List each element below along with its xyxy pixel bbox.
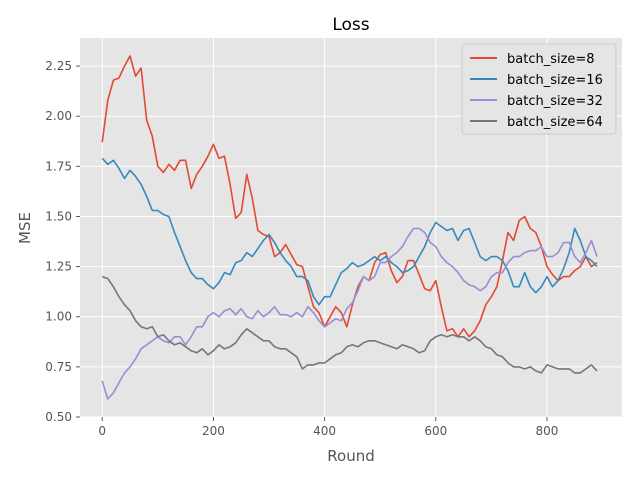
legend-items: batch_size=8 batch_size=16 batch_size=32ba… [470,52,603,130]
series-group [101,55,598,400]
y-tick-label: 1.50 [45,209,72,223]
legend-label: batch_size=32 [507,94,603,109]
y-tick-label: 0.75 [45,360,72,374]
series-line-batch-size-8 [101,55,598,338]
x-tick-label: 800 [536,424,559,438]
grid [80,38,622,418]
x-ticks: 0 200 400 600 800 [98,417,558,438]
x-tick-label: 200 [202,424,225,438]
x-tick-label: 600 [424,424,447,438]
x-axis-label: Round [327,447,374,465]
legend-label: batch_size=64 [507,115,603,130]
legend: batch_size=8 batch_size=16 batch_size=32ba… [461,43,617,135]
series-line-batch-size-16 [101,157,598,306]
y-tick-label: 0.50 [45,410,72,424]
x-tick-label: 400 [313,424,336,438]
legend-label: batch_size=8 [507,52,595,67]
series-line-batch-size-32 [101,227,598,400]
y-axis-label: MSE [16,212,34,244]
y-tick-label: 1.00 [45,310,72,324]
legend-box [461,43,617,135]
y-tick-label: 1.75 [45,159,72,173]
y-tick-label: 2.25 [45,59,72,73]
y-tick-label: 1.25 [45,260,72,274]
y-tick-label: 2.00 [45,109,72,123]
series-line-batch-size-64 [101,275,598,374]
x-tick-label: 0 [98,424,106,438]
y-ticks: 0.50 0.75 1.00 1.25 1.50 1.75 2.00 2.25 [45,59,80,424]
chart-title: Loss [332,15,369,35]
legend-label: batch_size=16 [507,73,603,88]
